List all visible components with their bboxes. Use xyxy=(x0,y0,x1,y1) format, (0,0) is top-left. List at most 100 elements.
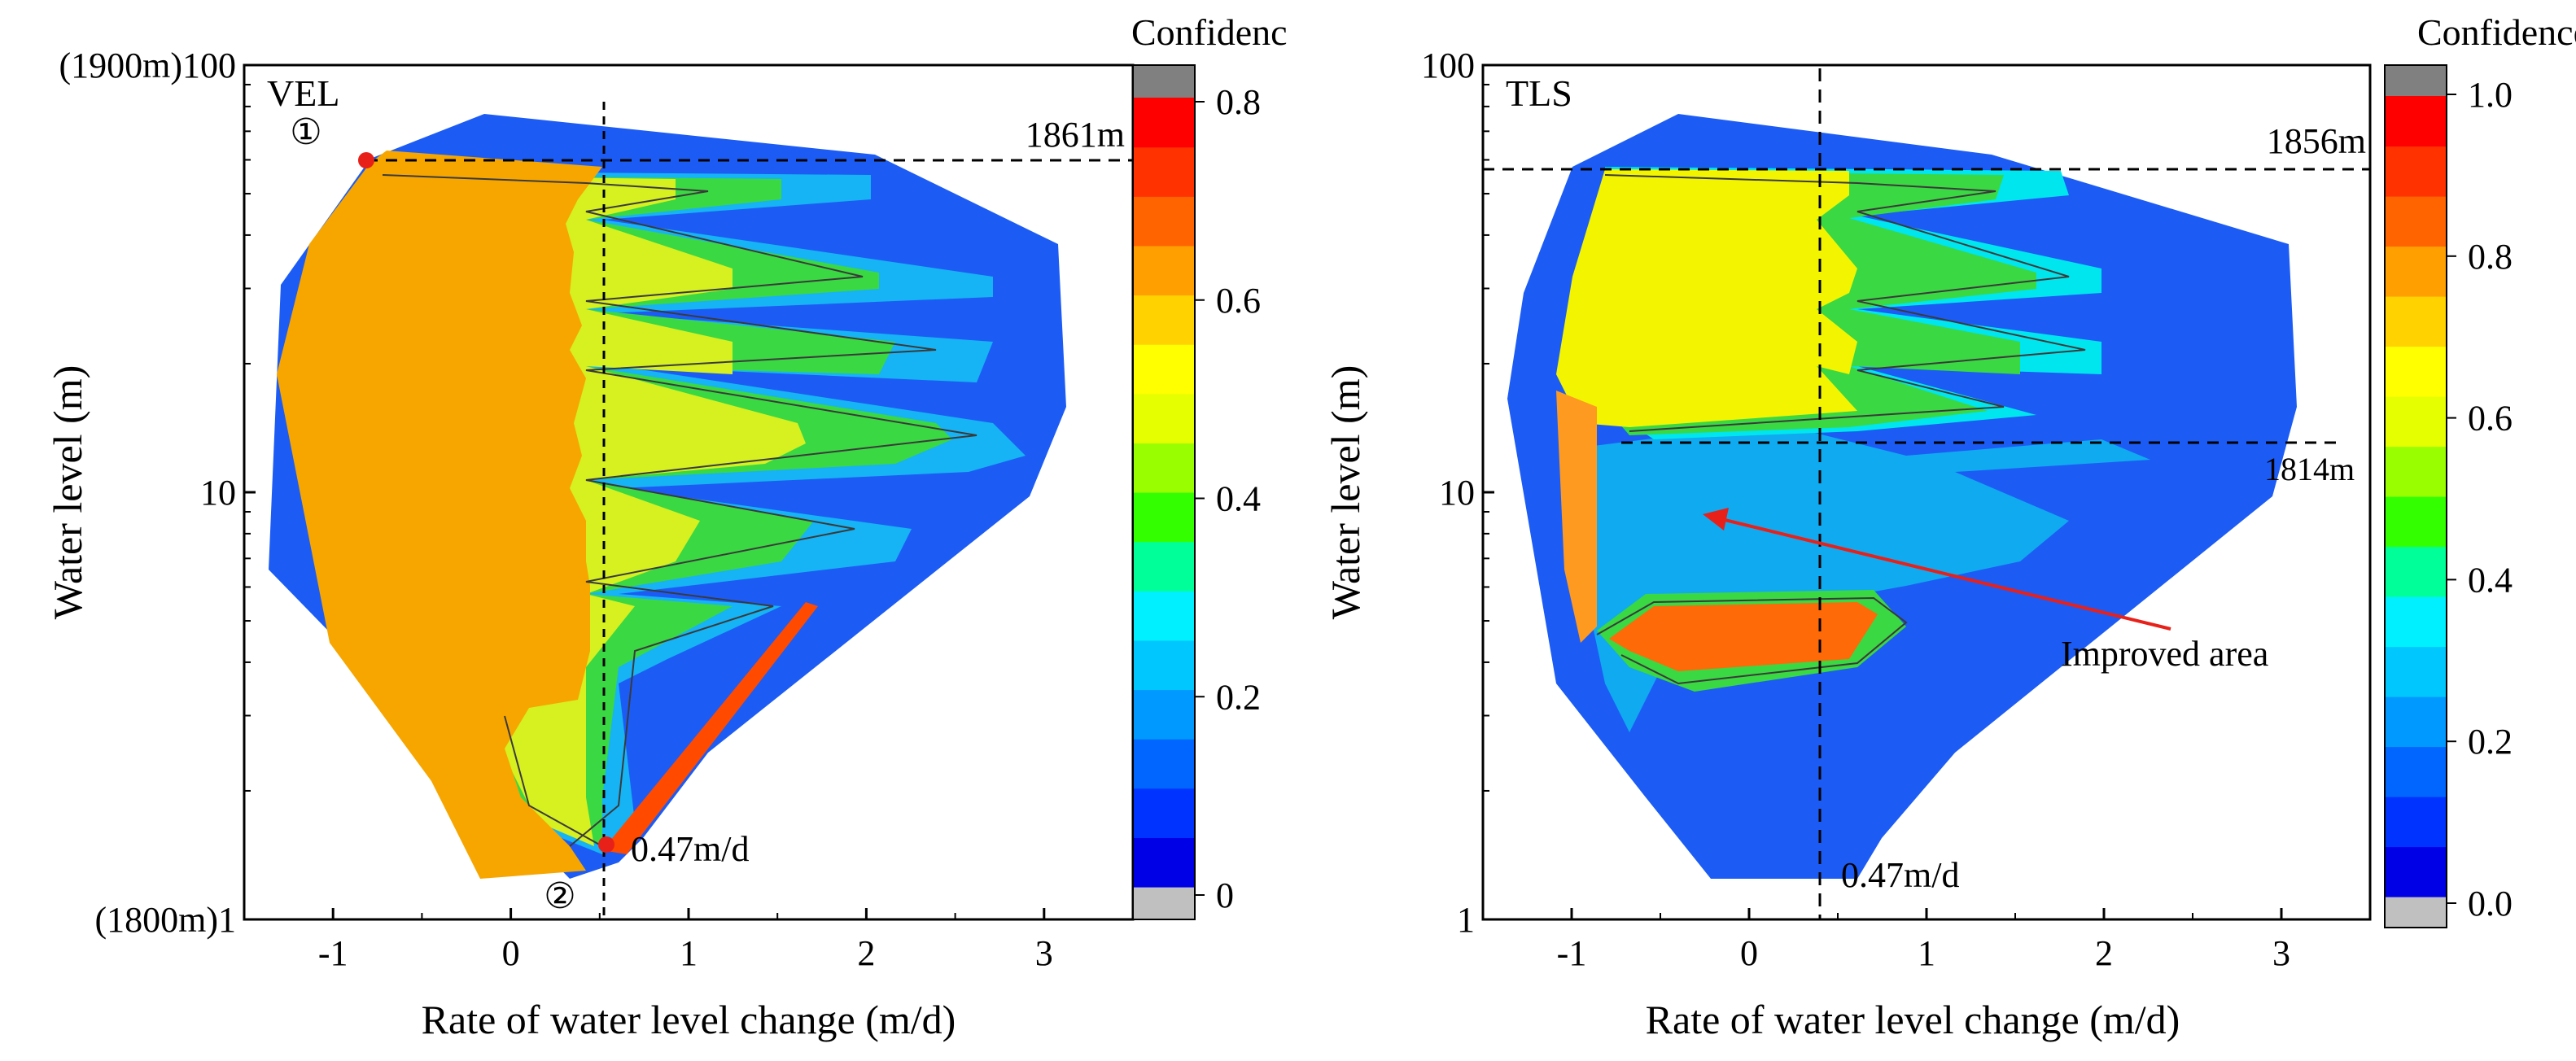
colorbar-swatch xyxy=(1133,739,1195,789)
tls-chart-panel: TLS 1856m 1814m 0.47m/d Improved area -1… xyxy=(1323,11,2576,1042)
colorbar-swatch xyxy=(2385,797,2447,848)
colorbar-swatch xyxy=(1133,295,1195,345)
x-tick-label: 3 xyxy=(2272,933,2290,973)
tls-left-edge-orange xyxy=(1556,391,1597,643)
colorbar-swatch xyxy=(2385,96,2447,147)
tls-annotation-improved-area: Improved area xyxy=(2061,634,2268,674)
colorbar-swatch xyxy=(2385,396,2447,448)
y-tick-label: 10 xyxy=(1439,473,1475,513)
x-tick-label: 0 xyxy=(502,933,520,973)
colorbar-tick-label: 0.8 xyxy=(1216,82,1261,122)
x-tick-label: 0 xyxy=(1740,933,1758,973)
colorbar-tick-label: 0 xyxy=(1216,875,1234,915)
colorbar-tick-label: 0.4 xyxy=(2468,560,2513,600)
vel-panel-label: VEL xyxy=(267,72,339,114)
tls-orange-pocket xyxy=(1609,602,1878,671)
colorbar-swatch xyxy=(2385,446,2447,497)
colorbar-swatch xyxy=(2385,696,2447,748)
colorbar-swatch xyxy=(2385,496,2447,548)
colorbar-swatch xyxy=(2385,296,2447,347)
colorbar-tick-label: 1.0 xyxy=(2468,75,2513,115)
tls-x-axis-label: Rate of water level change (m/d) xyxy=(1646,997,2180,1042)
tls-improved-area-arrowhead xyxy=(1703,508,1729,530)
tls-colorbar: 0.0 0.2 0.4 0.6 0.8 1.0 xyxy=(2384,64,2513,928)
colorbar-swatch xyxy=(2385,346,2447,397)
tls-colorbar-title: Confidence xyxy=(2417,11,2576,53)
colorbar-swatch xyxy=(1133,788,1195,838)
colorbar-swatch xyxy=(1133,837,1195,888)
colorbar-swatch xyxy=(1133,443,1195,493)
tls-annotation-047: 0.47m/d xyxy=(1841,855,1959,895)
vel-orange-region xyxy=(277,151,602,879)
vel-annotation-047: 0.47m/d xyxy=(631,829,749,869)
colorbar-swatch xyxy=(1133,541,1195,592)
vel-chart-panel: ① ② VEL 1861m 0.47m/d -1 0 1 2 3 (1800m)1 10 (1… xyxy=(45,11,1288,1042)
tls-yellow-region xyxy=(1556,169,1857,427)
vel-red-edge xyxy=(602,602,818,854)
colorbar-swatch xyxy=(2385,246,2447,297)
tls-panel-label: TLS xyxy=(1506,72,1572,114)
colorbar-swatch xyxy=(1133,196,1195,247)
colorbar-swatch xyxy=(2385,546,2447,597)
vel-marker-label-2: ② xyxy=(544,876,575,916)
colorbar-tick-label: 0.0 xyxy=(2468,884,2513,923)
tls-annotation-1814m: 1814m xyxy=(2264,451,2355,487)
colorbar-under-swatch xyxy=(2385,897,2447,928)
x-tick-label: 2 xyxy=(857,933,875,973)
colorbar-tick-label: 0.2 xyxy=(2468,722,2513,762)
tls-heatmap-surface xyxy=(1507,114,2297,879)
colorbar-tick-label: 0.8 xyxy=(2468,237,2513,277)
x-tick-label: -1 xyxy=(1557,933,1587,973)
colorbar-swatch xyxy=(1133,393,1195,443)
tls-y-axis-label: Water level (m) xyxy=(1323,365,1368,619)
colorbar-swatch xyxy=(1133,492,1195,543)
colorbar-under-swatch xyxy=(1133,887,1195,919)
vel-heatmap-surface xyxy=(269,114,1066,879)
vel-annotation-1861m: 1861m xyxy=(1026,115,1125,155)
y-tick-label: 10 xyxy=(200,473,236,513)
y-tick-label: 100 xyxy=(1421,46,1475,85)
y-tick-label: (1900m)100 xyxy=(59,46,236,85)
tls-contour-lines xyxy=(1596,174,2086,685)
colorbar-swatch xyxy=(1133,640,1195,691)
vel-colorbar: 0 0.2 0.4 0.6 0.8 xyxy=(1132,64,1261,920)
colorbar-tick-label: 0.6 xyxy=(2468,399,2513,439)
vel-marker-1 xyxy=(358,152,374,168)
tls-axis-ticks: -1 0 1 2 3 1 10 100 xyxy=(1421,46,2371,973)
colorbar-swatch xyxy=(1133,146,1195,197)
colorbar-swatch xyxy=(2385,196,2447,247)
vel-contour-lines xyxy=(382,174,977,847)
vel-x-axis-label: Rate of water level change (m/d) xyxy=(422,997,956,1042)
colorbar-frame xyxy=(2384,64,2447,928)
x-tick-label: -1 xyxy=(318,933,348,973)
tls-annotation-1856m: 1856m xyxy=(2267,121,2366,161)
x-tick-label: 3 xyxy=(1035,933,1053,973)
tls-lightblue-region xyxy=(1581,423,2150,732)
vel-axis-ticks: -1 0 1 2 3 (1800m)1 10 (1900m)100 xyxy=(59,46,1134,973)
y-tick-label: (1800m)1 xyxy=(94,900,236,940)
colorbar-swatch xyxy=(1133,245,1195,296)
vel-marker-label-1: ① xyxy=(290,112,321,152)
colorbar-swatch xyxy=(1133,689,1195,740)
vel-marker-2 xyxy=(598,836,614,853)
colorbar-swatch xyxy=(2385,596,2447,648)
colorbar-frame xyxy=(1132,64,1196,920)
x-tick-label: 1 xyxy=(1918,933,1935,973)
colorbar-over-swatch xyxy=(2385,65,2447,96)
vel-y-axis-label: Water level (m) xyxy=(45,365,90,619)
colorbar-swatch xyxy=(2385,746,2447,797)
colorbar-swatch xyxy=(2385,646,2447,697)
colorbar-swatch xyxy=(2385,146,2447,197)
colorbar-swatch xyxy=(1133,591,1195,641)
x-tick-label: 2 xyxy=(2095,933,2113,973)
x-tick-label: 1 xyxy=(680,933,698,973)
colorbar-tick-label: 0.2 xyxy=(1216,677,1261,717)
colorbar-swatch xyxy=(1133,344,1195,395)
colorbar-swatch xyxy=(2385,846,2447,897)
tls-improved-area-arrow xyxy=(1714,516,2171,631)
colorbar-swatch xyxy=(1133,98,1195,148)
colorbar-tick-label: 0.6 xyxy=(1216,281,1261,321)
vel-colorbar-title: Confidence xyxy=(1131,11,1288,53)
y-tick-label: 1 xyxy=(1457,900,1475,940)
colorbar-over-swatch xyxy=(1133,65,1195,98)
